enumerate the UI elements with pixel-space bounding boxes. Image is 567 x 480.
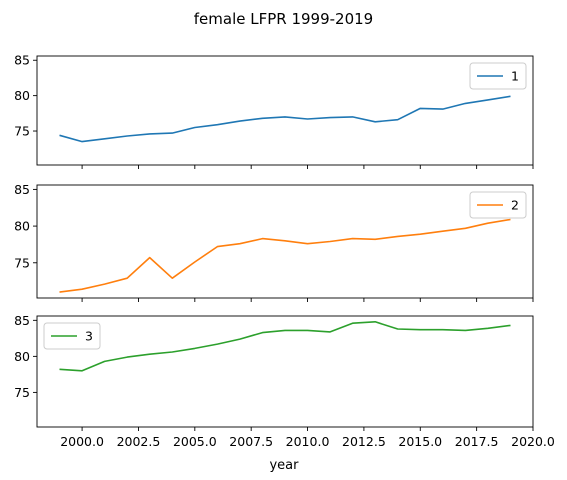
legend-label: 1 (511, 69, 519, 84)
axes-frame (36, 184, 534, 299)
y-tick-label: 80 (14, 88, 30, 103)
series-line-1 (59, 95, 511, 143)
chart-title: female LFPR 1999-2019 (194, 10, 373, 28)
legend: 2 (469, 191, 527, 219)
x-tick-label: 2010.0 (286, 434, 330, 449)
series-line-3 (59, 320, 511, 372)
y-tick-label: 85 (14, 182, 30, 197)
legend-label: 3 (85, 329, 93, 344)
subplot-3: 75 80 85 2000.0 2002.5 2005.0 2007.5 2010.0 2012… (14, 313, 555, 449)
x-axis-label: year (269, 458, 299, 473)
subplot-1: 75 80 85 1 (14, 53, 534, 169)
series-line-2 (59, 218, 511, 293)
y-tick-label: 80 (14, 349, 30, 364)
y-tick-label: 80 (14, 219, 30, 234)
y-tick-label: 75 (14, 124, 30, 139)
subplot-2: 75 80 85 2 (14, 182, 534, 302)
x-tick-label: 2007.5 (229, 434, 273, 449)
legend: 1 (469, 62, 527, 90)
y-tick-label: 75 (14, 385, 30, 400)
y-tick-label: 85 (14, 53, 30, 68)
x-tick-label: 2002.5 (117, 434, 161, 449)
y-tick-label: 75 (14, 255, 30, 270)
legend-label: 2 (511, 198, 519, 213)
x-tick-label: 2012.5 (342, 434, 386, 449)
x-tick-label: 2020.0 (511, 434, 555, 449)
legend: 3 (43, 322, 101, 350)
axes-frame (36, 55, 534, 166)
x-tick-label: 2005.0 (173, 434, 217, 449)
x-tick-label: 2000.0 (60, 434, 104, 449)
x-tick-label: 2015.0 (398, 434, 442, 449)
y-tick-label: 85 (14, 313, 30, 328)
axes-frame (36, 315, 534, 428)
x-tick-label: 2017.5 (455, 434, 499, 449)
